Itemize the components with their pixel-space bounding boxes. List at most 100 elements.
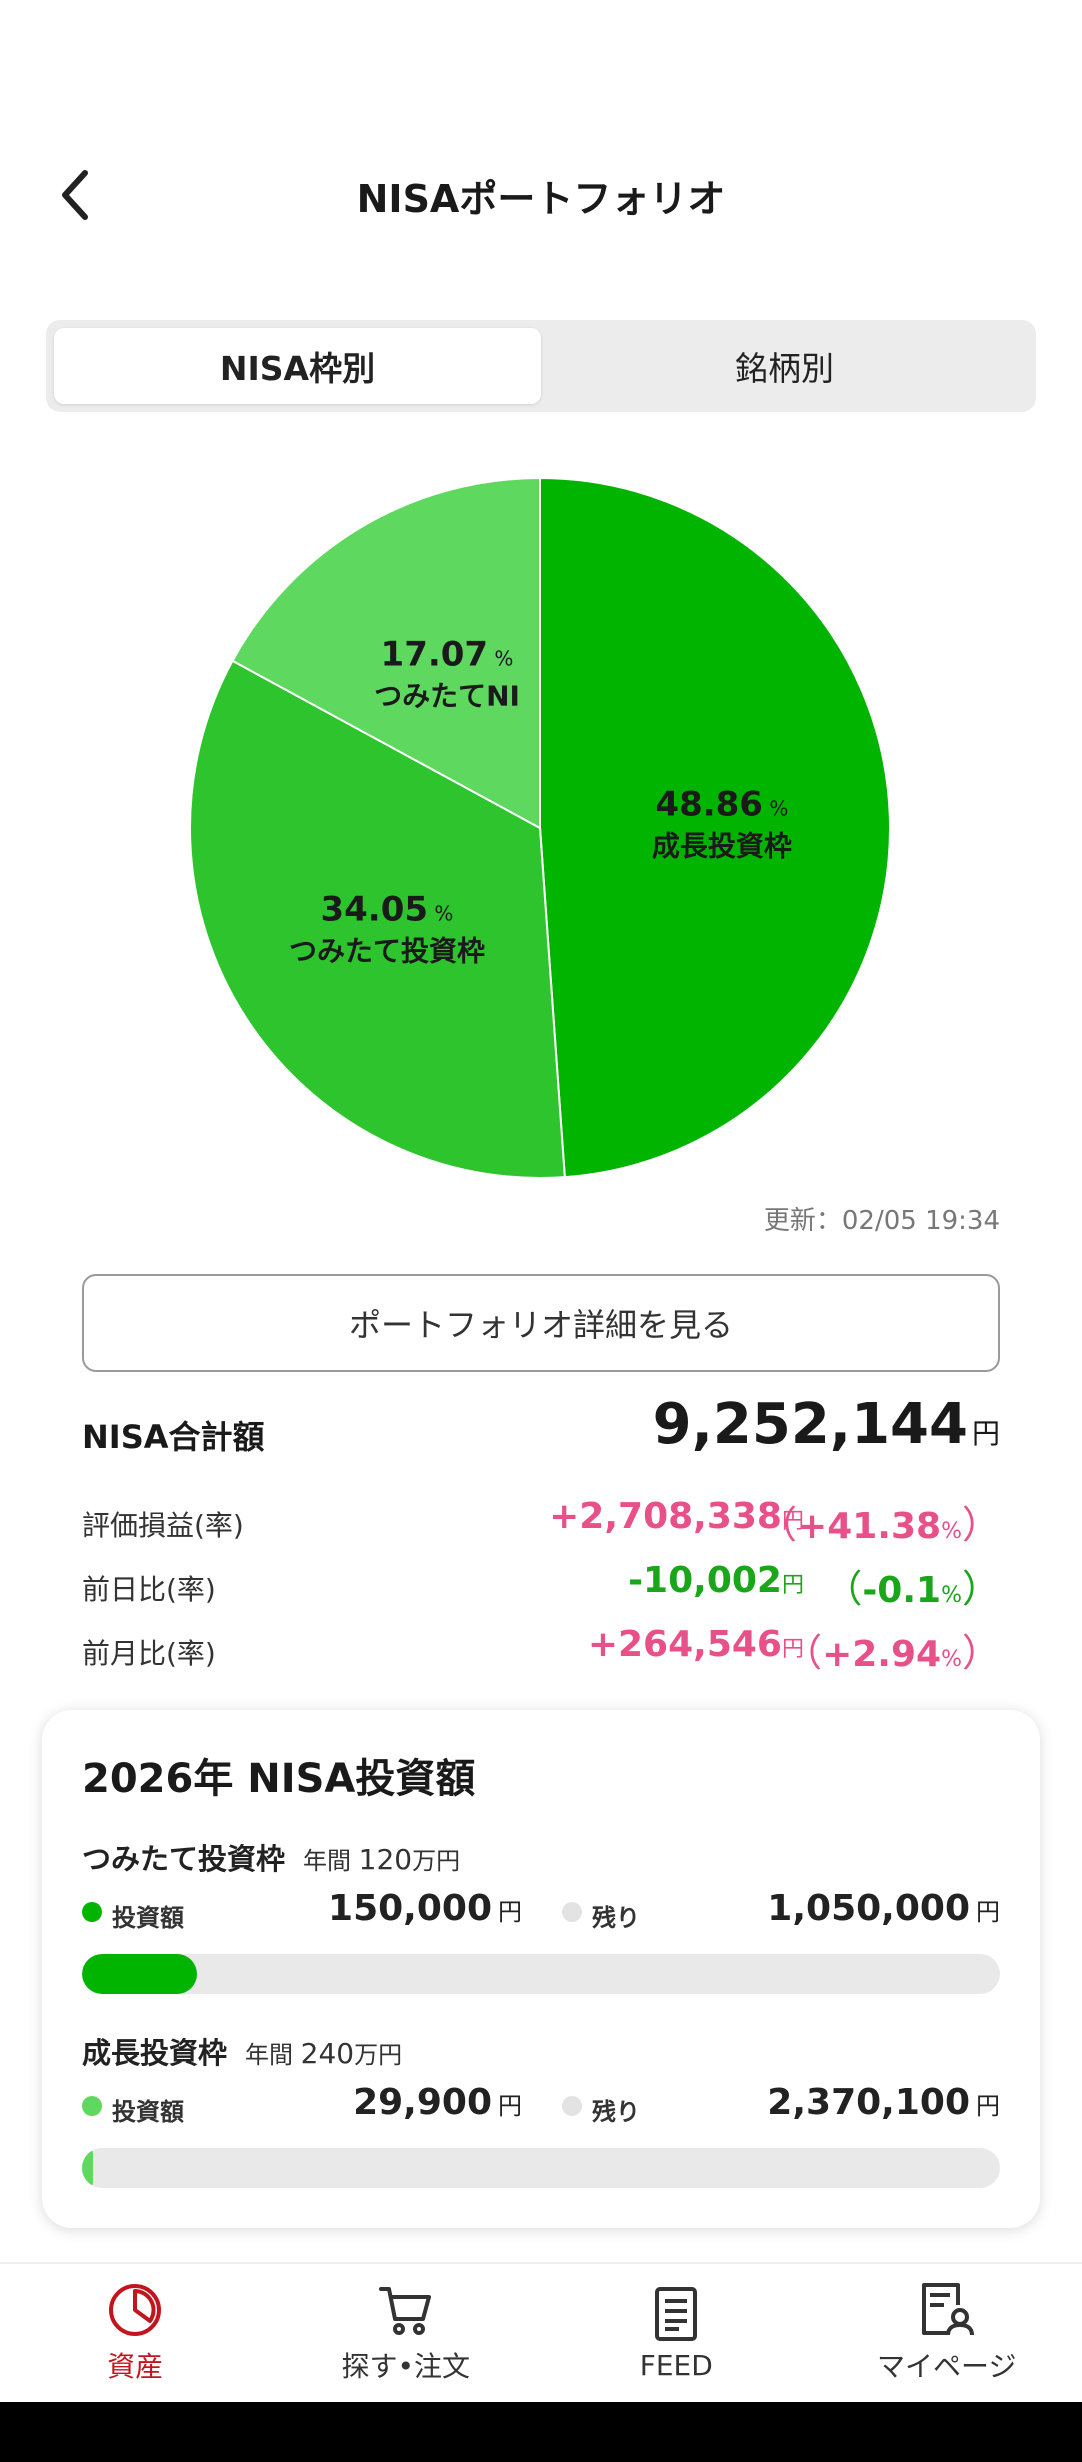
progress-fill-tsumitate (82, 1954, 197, 1994)
pie-slice-value-2: 17.07 % (381, 635, 514, 675)
system-nav-bar (0, 2402, 1082, 2462)
nav-label: 資産 (107, 2350, 164, 2383)
pie-slice-label-0: 成長投資枠 (652, 830, 792, 863)
quota-line-tsumitate: 投資額 150,000 円 残り 1,050,000 円 (82, 1888, 1000, 1936)
remaining-dot (562, 1902, 582, 1922)
progress-track-tsumitate (82, 1954, 1000, 1994)
profile-doc-icon (921, 2283, 974, 2336)
quota-line-growth: 投資額 29,900 円 残り 2,370,100 円 (82, 2082, 1000, 2130)
nav-mypage[interactable]: マイページ (812, 2264, 1082, 2402)
yen-unit: 円 (971, 1417, 1000, 1450)
nisa-total-row: NISA合計額 9,252,144 円 (82, 1390, 1000, 1470)
yen-unit: 円 (498, 2092, 522, 2120)
remaining-value: 2,370,100 円 (767, 2082, 1000, 2123)
chevron-left-icon (62, 170, 88, 220)
quota-head-growth: 成長投資枠 年間 240万円 (82, 2030, 402, 2072)
stat-label: 前日比(率) (82, 1573, 216, 1606)
annual-unit: 万円 (354, 2041, 403, 2069)
remaining-dot (562, 2096, 582, 2116)
stat-row-monthly: 前月比(率) +264,546円 （+2.94%） (82, 1620, 1000, 1676)
invested-value: 150,000 円 (328, 1888, 522, 1929)
remaining-label: 残り (592, 1904, 640, 1932)
page-title: NISAポートフォリオ (356, 177, 726, 221)
nisa-total-amount: 9,252,144 (652, 1392, 968, 1457)
quota-name: つみたて投資枠 (82, 1842, 286, 1876)
tab-nisa-quota[interactable]: NISA枠別 (54, 328, 541, 404)
nav-feed[interactable]: FEED (541, 2264, 812, 2402)
pie-slice-0 (539, 476, 891, 1179)
stat-label: 評価損益(率) (82, 1509, 244, 1542)
invested-label: 投資額 (112, 2098, 184, 2126)
stat-row-unrealized: 評価損益(率) +2,708,338円 （+41.38%） (82, 1492, 1000, 1548)
quota-annual: 年間 240万円 (245, 2037, 403, 2070)
cart-icon (378, 2287, 431, 2335)
pie-slice-value-1: 34.05 % (320, 890, 453, 930)
stat-rate-value: +2.94 (822, 1634, 942, 1675)
quota-name: 成長投資枠 (82, 2036, 228, 2070)
invested-amount: 150,000 (328, 1888, 492, 1929)
remaining-value: 1,050,000 円 (767, 1888, 1000, 1929)
pie-slice-label-1: つみたて投資枠 (289, 935, 485, 968)
stat-amount: +264,546 (587, 1624, 782, 1665)
yen-unit: 円 (498, 1898, 522, 1926)
document-icon (655, 2286, 698, 2341)
yen-unit: 円 (976, 1898, 1000, 1926)
remaining-amount: 2,370,100 (767, 2082, 970, 2123)
portfolio-pie-chart: 48.86 % 成長投資枠 34.05 % つみたて投資枠 17.07 % つみたてNI (189, 476, 891, 1179)
invested-amount: 29,900 (353, 2082, 492, 2123)
stat-rate: （-0.1%） (824, 1567, 1000, 1611)
investment-card: 2026年 NISA投資額 つみたて投資枠 年間 120万円 投資額 150,00… (42, 1710, 1040, 2228)
pie-svg: 48.86 % 成長投資枠 34.05 % つみたて投資枠 17.07 % つみたてNI (189, 476, 891, 1179)
stat-value: +264,546円 (588, 1624, 804, 1665)
nisa-total-label: NISA合計額 (82, 1418, 265, 1456)
stat-amount: -10,002 (628, 1560, 782, 1601)
nav-label: FEED (639, 2348, 713, 2382)
tab-by-stock[interactable]: 銘柄別 (735, 349, 834, 388)
yen-unit: 円 (781, 1573, 804, 1598)
stat-label: 前月比(率) (82, 1637, 216, 1670)
invested-value: 29,900 円 (353, 2082, 522, 2123)
pie-chart-icon (109, 2284, 162, 2336)
stat-row-daily: 前日比(率) -10,002円 （-0.1%） (82, 1556, 1000, 1612)
segment-control: NISA枠別 銘柄別 (46, 320, 1036, 412)
remaining-label: 残り (592, 2098, 640, 2126)
invested-dot (82, 1902, 102, 1922)
update-time: 更新：02/05 19:34 (763, 1206, 1000, 1236)
progress-fill-growth (82, 2148, 94, 2188)
annual-unit: 万円 (412, 1847, 461, 1875)
remaining-amount: 1,050,000 (767, 1888, 970, 1929)
stat-rate: （+2.94%） (784, 1631, 1000, 1675)
stat-rate-value: +41.38 (797, 1506, 942, 1547)
nav-label: 探す•注文 (341, 2350, 471, 2383)
yen-unit: 円 (976, 2092, 1000, 2120)
pie-slice-1 (189, 659, 566, 1179)
stat-rate-value: -0.1 (862, 1570, 942, 1611)
stat-amount: +2,708,338 (549, 1496, 782, 1537)
yen-unit: 円 (781, 1509, 804, 1534)
back-button[interactable] (40, 160, 110, 230)
stat-rate: （+41.38%） (759, 1503, 1000, 1547)
portfolio-detail-button[interactable]: ポートフォリオ詳細を見る (82, 1274, 1000, 1372)
nav-search-order[interactable]: 探す•注文 (271, 2264, 542, 2402)
annual-amount: 120 (358, 1843, 413, 1876)
pie-slice-2 (231, 476, 541, 830)
quota-annual: 年間 120万円 (303, 1843, 461, 1876)
annual-prefix: 年間 (245, 2041, 294, 2069)
quota-head-tsumitate: つみたて投資枠 年間 120万円 (82, 1836, 460, 1878)
bottom-nav: 資産 探す•注文 FEED (0, 2262, 1082, 2402)
yen-unit: 円 (781, 1637, 804, 1662)
annual-amount: 240 (300, 2037, 355, 2070)
annual-prefix: 年間 (303, 1847, 352, 1875)
stat-value: -10,002円 (628, 1560, 804, 1601)
pie-slice-label-2: つみたてNI (374, 680, 520, 713)
stat-value: +2,708,338円 (549, 1496, 804, 1537)
card-title: 2026年 NISA投資額 (82, 1756, 476, 1802)
progress-track-growth (82, 2148, 1000, 2188)
invested-label: 投資額 (112, 1904, 184, 1932)
header: NISAポートフォリオ (0, 130, 1082, 260)
nisa-total-value: 9,252,144 円 (653, 1392, 1000, 1457)
nav-assets[interactable]: 資産 (0, 2264, 271, 2402)
pie-slice-value-0: 48.86 % (655, 785, 788, 825)
nav-label: マイページ (877, 2350, 1017, 2383)
